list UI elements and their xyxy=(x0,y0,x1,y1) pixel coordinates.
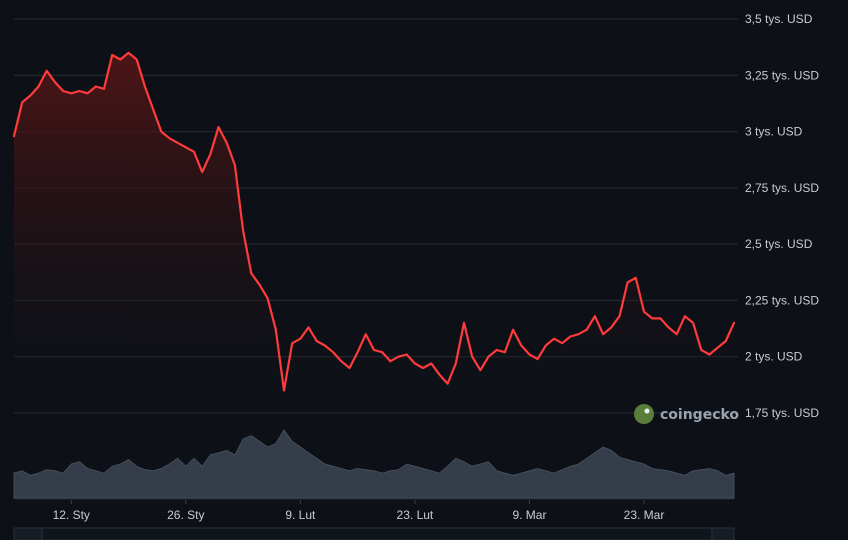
y-tick-label: 2,25 tys. USD xyxy=(745,293,819,307)
volume-area xyxy=(13,429,735,499)
x-tick-label: 23. Mar xyxy=(624,508,665,522)
x-axis: 12. Sty 26. Sty 9. Lut 23. Lut 9. Mar 23. Mar xyxy=(53,500,665,522)
coingecko-watermark: coingecko xyxy=(634,404,739,424)
price-area-fill xyxy=(14,52,734,414)
x-tick-label: 26. Sty xyxy=(167,508,204,522)
x-tick-label: 12. Sty xyxy=(53,508,90,522)
range-handle-left[interactable] xyxy=(13,527,43,540)
coingecko-logo-eye xyxy=(644,408,650,414)
y-tick-label: 1,75 tys. USD xyxy=(745,406,819,420)
price-area xyxy=(14,52,734,414)
y-tick-label: 3,5 tys. USD xyxy=(745,12,813,26)
y-axis: 3,5 tys. USD 3,25 tys. USD 3 tys. USD 2,75 … xyxy=(745,12,819,420)
y-tick-label: 2,5 tys. USD xyxy=(745,237,813,251)
price-series-line xyxy=(12,51,736,392)
x-tick-label: 9. Lut xyxy=(285,508,316,522)
watermark-text: coingecko xyxy=(660,407,739,423)
x-tick-label: 9. Mar xyxy=(512,508,546,522)
y-tick-label: 2 tys. USD xyxy=(745,350,803,364)
y-tick-label: 3 tys. USD xyxy=(745,125,803,139)
y-tick-label: 2,75 tys. USD xyxy=(745,181,819,195)
range-handle-right[interactable] xyxy=(711,527,735,540)
x-tick-label: 23. Lut xyxy=(397,508,434,522)
volume-series-area xyxy=(13,429,735,499)
price-line xyxy=(12,51,736,392)
coingecko-logo-icon xyxy=(634,404,654,424)
range-selector-bar[interactable] xyxy=(13,527,735,540)
range-selector-track[interactable] xyxy=(13,527,735,540)
y-tick-label: 3,25 tys. USD xyxy=(745,68,819,82)
